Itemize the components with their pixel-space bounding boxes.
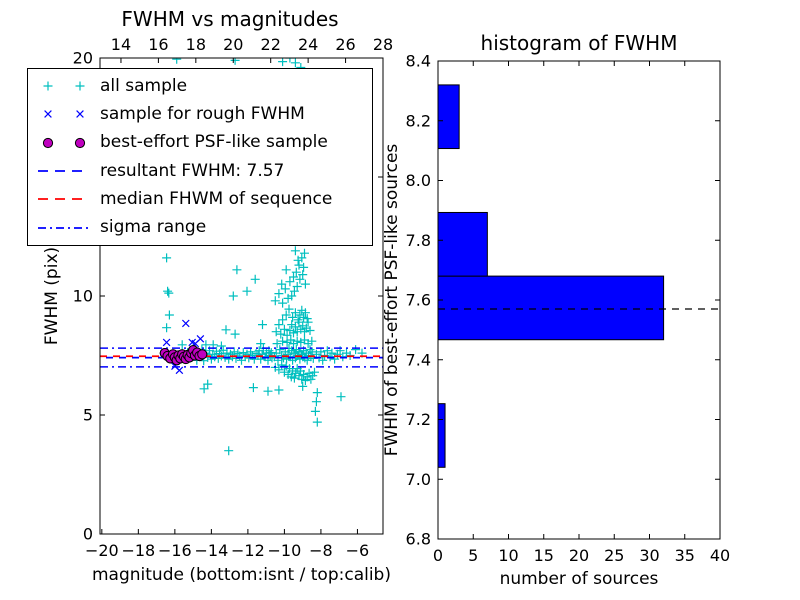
x-tick-label: −20 [85, 541, 119, 560]
sample-for-rough-fwhm-marker-icon [44, 110, 84, 119]
y-tick-label: 7.2 [406, 410, 431, 429]
legend-label-sigma-range: sigma range [100, 217, 207, 238]
x-tick-label: −10 [268, 541, 302, 560]
best-effort-psf-like-sample-marker-icon [42, 137, 86, 148]
legend-item-sample-for-rough-fwhm: sample for rough FWHM [33, 102, 372, 126]
psf-sample-points-top [159, 345, 208, 366]
top-tick-label: 20 [223, 35, 243, 54]
y-tick-label: 8.2 [406, 111, 431, 130]
top-tick-label: 14 [111, 35, 131, 54]
legend-label-resultant-fwhm-7-57: resultant FWHM: 7.57 [100, 160, 285, 181]
y-tick-label: 6.8 [406, 530, 431, 549]
y-tick-label: 7.8 [406, 231, 431, 250]
axes-frame [437, 60, 721, 540]
x-tick-label: 15 [534, 546, 554, 565]
histogram-bars [437, 84, 665, 468]
x-tick-label: −14 [194, 541, 228, 560]
histogram-bar [437, 84, 460, 150]
legend-item-all-sample: all sample [33, 74, 372, 98]
y-tick-label: 7.6 [406, 291, 431, 310]
axes-frame [99, 57, 384, 535]
x-tick-label: 5 [468, 546, 478, 565]
y-tick-label: 7.4 [406, 350, 431, 369]
legend-box: all sample sample for rough FWHM best-effo… [27, 68, 373, 246]
scatter-ylabel: FWHM (pix) [42, 247, 62, 345]
scatter-title: FWHM vs magnitudes [121, 7, 338, 31]
histogram-plot: 0 5 10 15 20 25 30 35 40 6.8 7.0 7.2 7.4 7.6 7.8 8.0 8.2… [382, 31, 730, 589]
legend-item-median-fhwm-of-sequence: median FHWM of sequence [33, 187, 372, 211]
legend-item-sigma-range: sigma range [33, 216, 372, 240]
top-tick-label: 24 [298, 35, 318, 54]
x-tick-label: −16 [158, 541, 192, 560]
all-sample-marker-icon [43, 81, 85, 91]
x-tick-label: −8 [309, 541, 333, 560]
histogram-bar [437, 275, 665, 341]
x-tick-label: −6 [346, 541, 370, 560]
top-tick-label: 18 [186, 35, 206, 54]
y-tick-label: 8.0 [406, 171, 431, 190]
x-tick-label: 30 [639, 546, 659, 565]
x-tick-label: 35 [675, 546, 695, 565]
x-tick-label: 0 [433, 546, 443, 565]
median-fhwm-of-sequence-marker-icon [38, 198, 89, 201]
psf-sample-point [197, 349, 208, 360]
x-tick-label: −18 [121, 541, 155, 560]
top-tick-label: 22 [261, 35, 281, 54]
x-tick-label: 20 [569, 546, 589, 565]
y-tick-label: 8.4 [406, 52, 431, 71]
scatter-xlabel: magnitude (bottom:isnt / top:calib) [92, 565, 391, 585]
y-tick-label: 7.0 [406, 470, 431, 489]
top-tick-label: 28 [373, 35, 393, 54]
top-tick-label: 26 [335, 35, 355, 54]
histogram-xlabel: number of sources [500, 569, 659, 589]
histogram-bar [437, 211, 488, 277]
sigma-range-marker-icon [38, 226, 89, 229]
x-tick-label: 10 [498, 546, 518, 565]
histogram-bar [437, 403, 446, 468]
legend-label-best-effort-psf-like-sample: best-effort PSF-like sample [100, 132, 328, 153]
x-tick-label: −12 [231, 541, 265, 560]
legend-label-median-fhwm-of-sequence: median FHWM of sequence [100, 188, 333, 209]
resultant-fwhm-7-57-marker-icon [38, 170, 89, 173]
histogram-ylabel: FWHM of best-effort PSF-like sources [382, 144, 402, 457]
y-tick-label: 10 [73, 287, 93, 306]
legend-label-all-sample: all sample [100, 75, 188, 96]
y-tick-label: 5 [83, 406, 93, 425]
top-tick-label: 16 [148, 35, 168, 54]
legend-item-resultant-fwhm-7-57: resultant FWHM: 7.57 [33, 159, 372, 183]
legend-label-sample-for-rough-fwhm: sample for rough FWHM [100, 103, 305, 124]
legend-item-best-effort-psf-like-sample: best-effort PSF-like sample [33, 131, 372, 155]
histogram-title: histogram of FWHM [481, 31, 678, 55]
y-tick-label: 20 [73, 49, 93, 68]
x-tick-label: 25 [604, 546, 624, 565]
y-tick-label: 0 [83, 525, 93, 544]
x-tick-label: 40 [710, 546, 730, 565]
scatter-data-area [100, 58, 383, 456]
